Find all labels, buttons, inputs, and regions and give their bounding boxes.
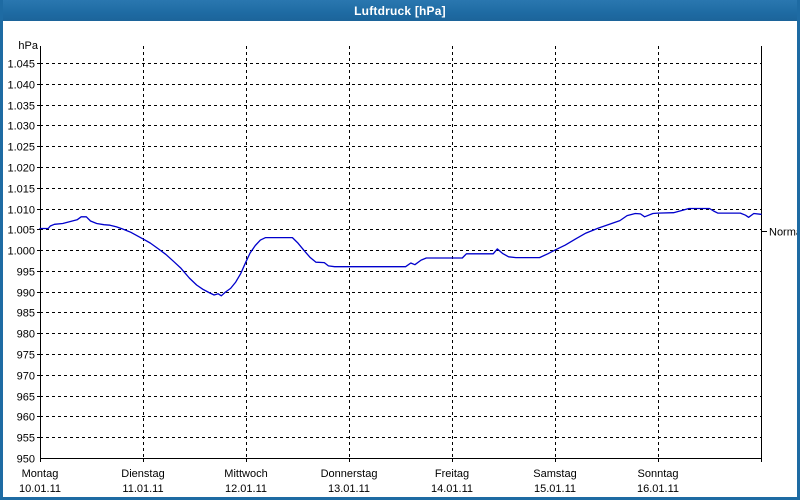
y-gridlines	[40, 63, 761, 438]
day-label: Mittwoch	[224, 468, 267, 480]
y-tick-label: 965	[17, 392, 35, 404]
x-tick-labels: Montag 10.01.11 Dienstag 11.01.11 Mittwoch 12…	[19, 468, 679, 495]
y-tick-label: 1.030	[7, 121, 35, 133]
y-tick-label: 950	[17, 454, 35, 466]
y-tick-label: 1.040	[7, 80, 35, 92]
day-label: Samstag	[533, 468, 576, 480]
y-tick-labels: 1.045 1.040 1.035 1.030 1.025 1.020 1.015 1.010…	[7, 59, 35, 466]
date-label: 10.01.11	[19, 483, 61, 495]
axis-ticks	[37, 63, 762, 462]
pressure-line	[39, 207, 762, 297]
date-label: 13.01.11	[328, 483, 370, 495]
y-tick-label: 990	[17, 288, 35, 300]
normal-label: Normal	[769, 227, 797, 239]
y-tick-label: 1.000	[7, 246, 35, 258]
day-label: Donnerstag	[321, 468, 378, 480]
y-tick-label: 960	[17, 412, 35, 424]
unit-label: hPa	[18, 40, 38, 52]
y-tick-label: 980	[17, 329, 35, 341]
chart-area: 1.045 1.040 1.035 1.030 1.025 1.020 1.015 1.010…	[3, 21, 800, 497]
y-tick-label: 1.020	[7, 163, 35, 175]
y-tick-label: 995	[17, 267, 35, 279]
y-tick-label: 1.010	[7, 205, 35, 217]
date-label: 16.01.11	[637, 483, 679, 495]
day-label: Sonntag	[638, 468, 679, 480]
day-label: Dienstag	[121, 468, 164, 480]
pressure-chart: 1.045 1.040 1.035 1.030 1.025 1.020 1.015 1.010…	[7, 40, 800, 495]
day-label: Freitag	[435, 468, 469, 480]
y-tick-label: 975	[17, 350, 35, 362]
y-tick-label: 1.025	[7, 142, 35, 154]
window-title: Luftdruck [hPa]	[354, 3, 446, 18]
date-label: 12.01.11	[225, 483, 267, 495]
x-gridlines	[143, 46, 659, 458]
y-tick-label: 1.035	[7, 101, 35, 113]
y-tick-label: 970	[17, 371, 35, 383]
date-label: 14.01.11	[431, 483, 473, 495]
y-tick-label: 1.015	[7, 184, 35, 196]
y-tick-label: 955	[17, 433, 35, 445]
date-label: 15.01.11	[534, 483, 576, 495]
y-tick-label: 1.005	[7, 225, 35, 237]
date-label: 11.01.11	[122, 483, 163, 495]
y-tick-label: 1.045	[7, 59, 35, 71]
axes	[40, 46, 762, 459]
day-label: Montag	[22, 468, 59, 480]
y-tick-label: 985	[17, 308, 35, 320]
normal-marker: Normal	[762, 227, 800, 239]
